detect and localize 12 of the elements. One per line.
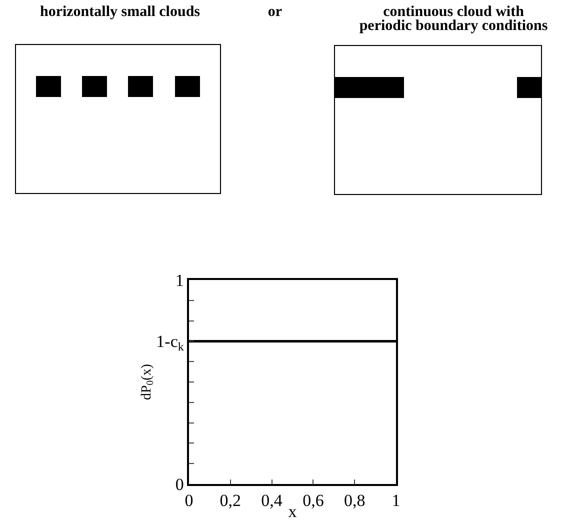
- text: or: [266, 4, 284, 20]
- y-tick-label: 1-c$_{k}$: [156, 332, 184, 354]
- x-axis-title: x: [288, 502, 298, 521]
- text: continuous cloud with periodic boundary conditions: [358, 4, 549, 34]
- x-tick-label: 1: [392, 491, 400, 510]
- text: horizontally small clouds: [38, 4, 201, 20]
- y-tick-label: 1: [175, 270, 184, 290]
- x-tick-label: 0,8: [344, 491, 366, 510]
- y-tick-label: 0: [175, 474, 184, 494]
- x-tick-label: 0,6: [302, 491, 324, 510]
- x-tick-label: 0,4: [261, 491, 283, 510]
- x-tick-label: 0,2: [220, 491, 242, 510]
